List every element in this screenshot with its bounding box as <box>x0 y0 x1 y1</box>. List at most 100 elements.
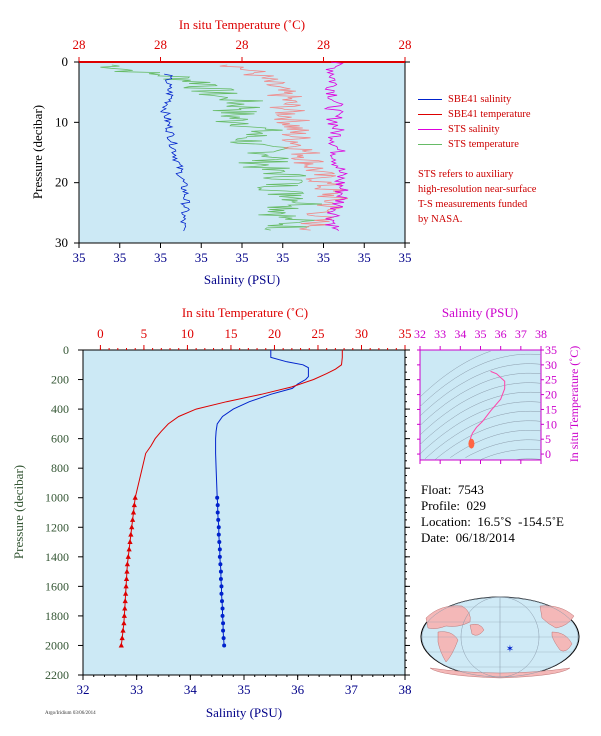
salinity-sample-point <box>218 569 223 574</box>
ts-temperature-tick-label: 5 <box>545 432 551 446</box>
salinity-sample-point <box>219 591 224 596</box>
temperature-sample-point <box>130 509 137 515</box>
temperature-sample-point <box>124 561 130 567</box>
ts-deep-cluster <box>468 438 475 449</box>
main-pressure-tick-label: 1600 <box>45 579 69 593</box>
ts-temperature-tick-label: 15 <box>545 402 557 416</box>
top-plot-temperature-axis-label: In situ Temperature (˚C) <box>179 17 305 32</box>
salinity-sample-point <box>218 562 223 567</box>
temperature-sample-point <box>130 516 136 522</box>
main-salinity-tick-label: 37 <box>345 682 359 697</box>
top-plot-temperature-tick-label: 28 <box>154 37 167 52</box>
ts-temperature-tick-label: 35 <box>545 343 557 357</box>
ts-salinity-tick-label: 32 <box>414 327 426 341</box>
float-info: Float: 7543 Profile: 029 Location: 16.5˚… <box>421 482 564 546</box>
main-plot-axes: 0 5 10 15 20 25 30 35 32 33 34 35 36 37 38 0 200 400 600 80… <box>45 326 412 697</box>
top-plot: 28 28 28 28 28 35 35 35 35 35 35 35 35 35 0 10 20 30 In s… <box>30 17 412 287</box>
temperature-sample-point <box>121 612 127 618</box>
top-plot-salinity-tick-label: 35 <box>276 250 289 265</box>
main-temperature-tick-label: 30 <box>355 326 368 341</box>
temperature-sample-point <box>127 539 133 545</box>
ts-temperature-tick-label: 30 <box>545 358 557 372</box>
ts-salinity-tick-label: 37 <box>515 327 527 341</box>
ts-density-contour <box>434 420 542 460</box>
main-pressure-tick-label: 200 <box>51 373 69 387</box>
temperature-sample-point <box>123 590 129 596</box>
main-temperature-tick-label: 20 <box>268 326 281 341</box>
float-location-marker: ✶ <box>506 644 514 655</box>
ts-density-contour <box>419 391 542 445</box>
map-land <box>425 605 575 679</box>
top-plot-curves <box>100 61 349 232</box>
sts-note-line-4: by NASA. <box>418 214 463 225</box>
salinity-sample-point <box>219 584 224 589</box>
ts-density-contour <box>419 401 542 455</box>
main-salinity-tick-label: 35 <box>238 682 251 697</box>
date-row: Date: 06/18/2014 <box>421 530 515 545</box>
main-pressure-tick-label: 0 <box>63 343 69 357</box>
main-temperature-tick-label: 10 <box>181 326 194 341</box>
ts-density-contour <box>419 363 542 417</box>
map-graticule <box>421 596 579 678</box>
salinity-sample-point <box>217 554 222 559</box>
salinity-sample-point <box>221 628 226 633</box>
main-plot: 0 5 10 15 20 25 30 35 32 33 34 35 36 37 38 0 200 400 600 80… <box>11 305 412 720</box>
top-plot-salinity-tick-label: 35 <box>358 250 371 265</box>
legend-item-sbe41-temperature: SBE41 temperature <box>418 107 531 122</box>
main-pressure-tick-label: 800 <box>51 461 69 475</box>
main-pressure-tick-label: 1000 <box>45 491 69 505</box>
salinity-sample-point <box>216 532 221 537</box>
main-temperature-tick-label: 25 <box>311 326 324 341</box>
main-temperature-tick-label: 15 <box>224 326 237 341</box>
salinity-sample-point <box>217 547 222 552</box>
location-row: Location: 16.5˚S -154.5˚E <box>421 514 564 529</box>
salinity-sample-point <box>221 636 226 641</box>
legend-item-sbe41-salinity: SBE41 salinity <box>418 92 531 107</box>
temperature-sample-point <box>122 605 128 611</box>
top-plot-pressure-tick-label: 20 <box>55 175 68 190</box>
main-plot-area <box>82 349 406 676</box>
top-plot-temperature-tick-label: 28 <box>236 37 249 52</box>
salinity-sample-point <box>215 503 220 508</box>
ts-density-contour <box>419 353 542 407</box>
top-plot-salinity-tick-label: 35 <box>195 250 208 265</box>
temperature-sample-point <box>126 546 132 552</box>
top-plot-pressure-tick-label: 30 <box>55 235 68 250</box>
top-plot-salinity-tick-label: 35 <box>236 250 249 265</box>
temperature-sample-point <box>125 553 131 559</box>
temperature-sample-point <box>131 502 137 508</box>
ts-salinity-tick-label: 33 <box>434 327 446 341</box>
salinity-sample-point <box>222 643 227 648</box>
sbe41-temperature-line <box>219 64 349 231</box>
temperature-sample-point <box>128 531 134 537</box>
top-plot-pressure-tick-label: 0 <box>62 54 69 69</box>
top-plot-salinity-axis-label: Salinity (PSU) <box>204 272 280 287</box>
ts-density-contour <box>515 458 542 460</box>
main-pressure-tick-label: 1800 <box>45 609 69 623</box>
top-plot-salinity-tick-label: 35 <box>113 250 126 265</box>
ts-temperature-tick-label: 20 <box>545 388 557 402</box>
main-pressure-tick-label: 1400 <box>45 550 69 564</box>
top-plot-legend: SBE41 salinity SBE41 temperature STS sal… <box>418 92 531 152</box>
ts-density-contour <box>480 449 542 460</box>
ts-temperature-tick-label: 25 <box>545 373 557 387</box>
main-temperature-tick-label: 5 <box>141 326 148 341</box>
ts-salinity-tick-label: 34 <box>454 327 466 341</box>
ts-density-contour <box>419 350 491 398</box>
top-plot-salinity-tick-label: 35 <box>73 250 86 265</box>
salinity-sample-point <box>221 621 226 626</box>
salinity-sample-point <box>220 606 225 611</box>
ts-plot-area <box>419 349 542 461</box>
ts-salinity-tick-label: 35 <box>475 327 487 341</box>
profile-row: Profile: 029 <box>421 498 486 513</box>
top-plot-salinity-tick-label: 35 <box>154 250 167 265</box>
top-plot-area <box>78 61 406 244</box>
salinity-sample-point <box>215 510 220 515</box>
temperature-sample-point <box>124 568 130 574</box>
temperature-sample-point <box>120 627 126 633</box>
salinity-sample-point <box>217 540 222 545</box>
temperature-sample-point <box>123 575 130 581</box>
world-map: ✶ <box>420 596 580 679</box>
